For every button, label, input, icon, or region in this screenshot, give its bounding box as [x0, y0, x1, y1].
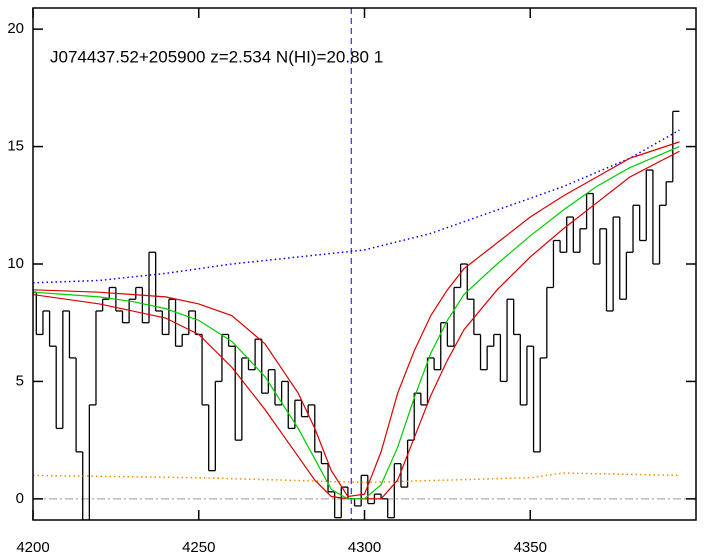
x-tick-label: 4350 — [514, 539, 547, 556]
step-connector — [35, 111, 674, 520]
y-tick-label: 10 — [7, 255, 24, 272]
chart-title: J074437.52+205900 z=2.534 N(HI)=20.80 1 — [50, 47, 383, 66]
y-tick-label: 20 — [7, 20, 24, 37]
model-line — [33, 146, 680, 500]
y-tick-label: 0 — [16, 490, 24, 507]
model-line — [33, 141, 680, 498]
x-tick-label: 4250 — [182, 539, 215, 556]
y-tick-label: 5 — [16, 372, 24, 389]
model-line — [33, 129, 680, 284]
plot-area — [33, 8, 696, 520]
x-tick-label: 4200 — [16, 539, 49, 556]
x-tick-label: 4300 — [348, 539, 381, 556]
model-line — [33, 150, 680, 500]
model-line — [33, 472, 680, 484]
y-tick-label: 15 — [7, 138, 24, 155]
